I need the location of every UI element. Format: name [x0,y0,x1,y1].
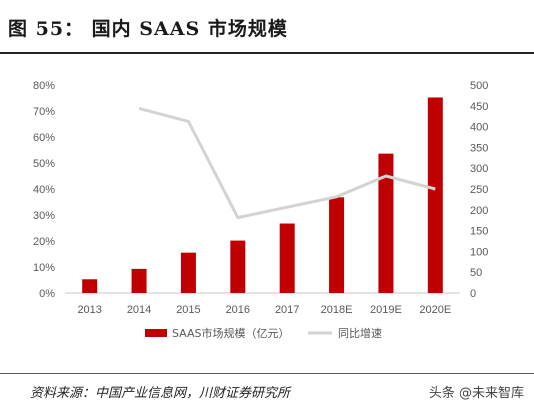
saas-market-chart: 0% 10% 20% 30% 40% 50% 60% 70% 80% 0 50 100 150 200 2… [33,80,488,340]
growth-rate-line [138,106,436,220]
bar-2015 [180,252,196,293]
legend-line-label: 同比增速 [338,326,382,340]
watermark: 头条 @未来智库 [428,386,524,401]
right-tick-label: 150 [470,226,488,238]
left-tick-label: 40% [33,184,55,196]
left-tick-label: 0% [39,288,55,300]
x-tick-label: 2019E [370,304,402,316]
x-tick-label: 2016 [226,304,250,316]
left-tick-label: 20% [33,236,55,248]
right-tick-label: 450 [470,101,488,113]
legend-bar-label: SAAS市场规模（亿元） [172,326,290,340]
x-tick-label: 2017 [275,304,299,316]
bar-2013 [82,279,98,293]
x-tick-label: 2013 [77,304,101,316]
x-axis-labels: 2013 2014 2015 2016 2017 2018E 2019E 2020E [77,304,451,316]
right-tick-label: 100 [470,246,488,258]
right-tick-label: 300 [470,163,488,175]
x-tick-label: 2020E [419,304,451,316]
left-tick-label: 80% [33,80,55,92]
bar-2016 [230,240,246,293]
right-axis: 0 50 100 150 200 250 300 350 400 450 500 [470,80,488,300]
left-tick-label: 50% [33,158,55,170]
left-tick-label: 30% [33,210,55,222]
source-note: 资料来源：中国产业信息网，川财证券研究所 [30,386,291,401]
right-tick-label: 50 [470,267,482,279]
bar-2017 [279,223,295,293]
x-tick-label: 2015 [176,304,200,316]
bar-2020E [427,97,443,293]
right-tick-label: 400 [470,122,488,134]
figure-title: 图 55： 国内 SAAS 市场规模 [8,18,288,40]
right-tick-label: 500 [470,80,488,92]
bar-series [82,97,443,293]
left-tick-label: 70% [33,106,55,118]
bar-2019E [378,153,394,293]
right-tick-label: 250 [470,184,488,196]
legend-bar-swatch [145,329,167,337]
right-tick-label: 350 [470,142,488,154]
right-tick-label: 0 [470,288,476,300]
left-tick-label: 10% [33,262,55,274]
legend: SAAS市场规模（亿元） 同比增速 [145,326,382,340]
left-tick-label: 60% [33,132,55,144]
x-tick-label: 2018E [321,304,353,316]
bar-2014 [131,268,147,293]
left-axis: 0% 10% 20% 30% 40% 50% 60% 70% 80% [33,80,55,300]
bar-2018E [329,197,345,293]
x-tick-label: 2014 [127,304,151,316]
title-divider [0,52,534,54]
footer-divider [0,373,534,374]
right-tick-label: 200 [470,205,488,217]
